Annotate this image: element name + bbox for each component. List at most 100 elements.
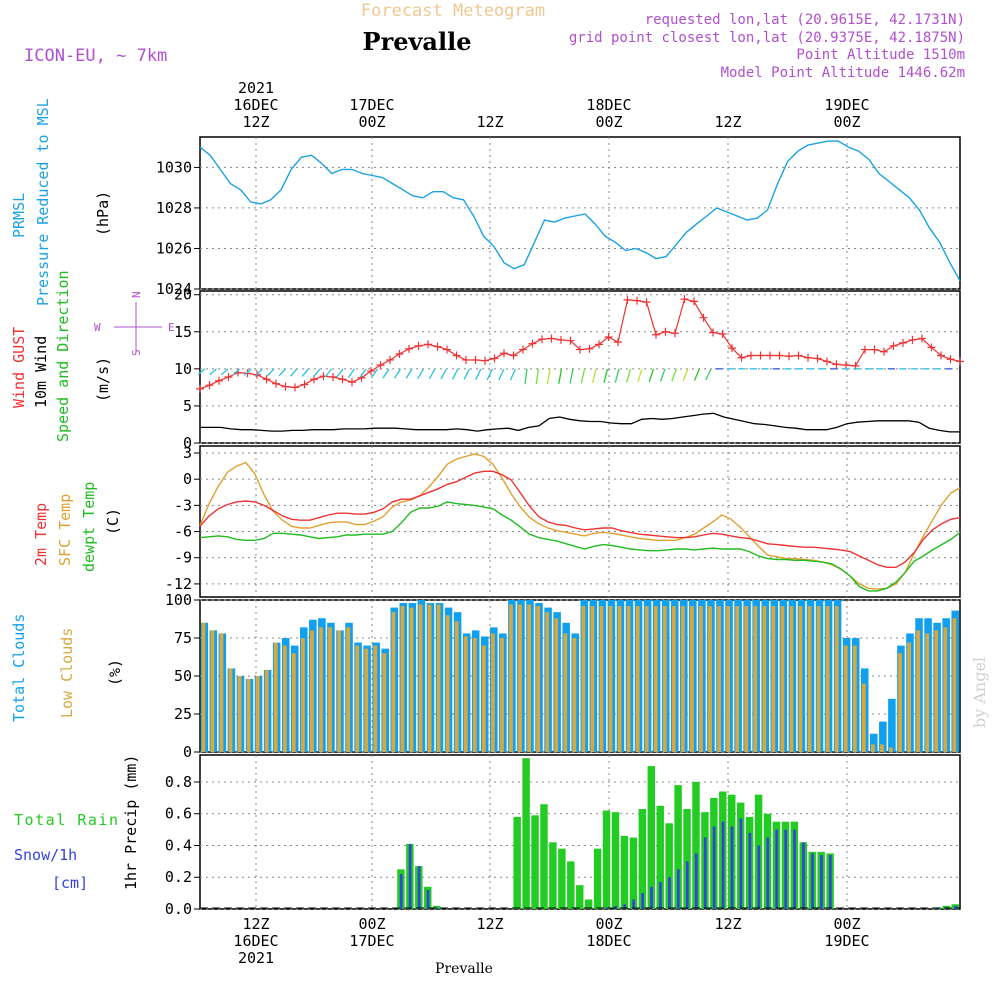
gust-point [595,340,603,349]
gust-point [956,357,964,366]
snow-bar [712,826,716,909]
low-clouds-bar [662,606,667,752]
snow-bar [757,845,761,909]
snow-bar [408,843,412,909]
low-clouds-bar [255,676,260,752]
y-tick-label: 0.0 [165,900,192,918]
snow-label: Snow/1h [14,846,77,864]
gust-point [718,330,727,339]
wind-unit: (m/s) [94,357,112,402]
snow-bar [730,826,734,909]
y-tick-label: 1028 [156,199,192,217]
low-clouds-bar [816,606,821,752]
wind-direction-arrow [347,368,356,378]
rain-bar [558,848,566,909]
wind-direction-arrow [592,368,597,384]
low-clouds-bar [644,606,649,752]
low-clouds-bar [391,612,396,752]
snow-bar [721,821,725,909]
gust-point [443,345,451,354]
gust-point [918,334,926,343]
sfc-temp-label: SFC Temp [56,494,74,566]
low-clouds-bar [934,630,939,752]
gust-point [737,353,746,362]
snow-bar [685,861,689,909]
y-tick-label: 1026 [156,239,192,257]
snow-bar [659,882,662,909]
panel-frame-0 [199,136,961,290]
snow-bar [775,829,779,909]
gust-point [680,295,689,304]
top-time-label: 12Z [476,113,503,131]
low-clouds-bar [617,606,622,752]
low-clouds-bar [780,606,785,752]
low-clouds-bar [771,606,776,752]
low-clouds-bar [364,648,369,752]
low-clouds-bar [952,618,957,752]
gust-point [348,378,356,387]
snow-bar [793,829,796,909]
gust-point [462,355,470,364]
gust-point [709,328,717,337]
forecast-title: Forecast Meteogram [361,1,545,21]
y-tick-label: 100 [165,591,192,609]
wind-direction-arrow [705,368,712,381]
location-title: Prevalle [363,27,472,56]
low-clouds-bar [509,604,513,752]
requested-coords: requested lon,lat (20.9615E, 42.1731N) [645,12,965,28]
snow-bar [435,907,439,909]
y-tick-label: 15 [174,323,192,341]
y-tick-label: 0 [183,470,192,488]
model-altitude: Model Point Altitude 1446.62m [721,65,965,81]
wind-direction-arrow [255,368,263,376]
wind-direction-arrow [451,368,459,380]
wind-direction-arrow [659,368,666,382]
wind-direction-arrow [546,368,551,384]
low-clouds-bar [355,645,360,752]
snow-cm-label: [cm] [52,874,88,892]
top-time-label: 2021 [238,79,274,97]
snow-bar [811,853,814,909]
wind-direction-arrow [370,368,379,379]
footer-location: Prevalle [435,961,493,977]
gust-point [699,313,708,322]
gust-point [661,327,670,336]
low-clouds-bar [400,606,405,752]
wind-direction-arrow [693,368,701,381]
gust-point [747,351,755,360]
gust-point [823,357,831,366]
snow-bar [623,904,627,909]
plot-layer: 102410261028103005101520-12-9-6-30302550… [156,79,964,967]
gust-point [481,356,489,365]
wind-direction-arrow [614,368,620,383]
low-clouds-bar [880,744,884,752]
low-clouds-bar [563,633,568,752]
wind-direction-arrow [243,368,252,376]
top-time-label: 00Z [595,113,622,131]
low-clouds-bar [445,615,450,752]
rain-bar [549,842,557,909]
wind-direction-arrow [463,368,471,380]
rain-bar [584,899,593,909]
low-clouds-bar [735,606,740,752]
top-time-label: 12Z [242,113,269,131]
wind-direction-arrow [648,368,655,382]
snow-bar [614,905,618,909]
point-altitude: Point Altitude 1510m [796,47,965,63]
wind-direction-arrow [569,368,574,384]
gust-point [367,367,375,376]
gust-point [785,352,793,361]
wind-direction-arrow [428,368,436,380]
rain-bar [513,816,521,909]
gust-point [832,360,841,369]
low-clouds-bar [671,606,676,752]
low-clouds-bar [346,627,351,752]
wind-direction-arrow [535,368,540,385]
gust-point [405,344,413,353]
gust-point [547,334,556,343]
snow-bar [650,886,653,909]
y-tick-label: 0.8 [165,773,192,791]
low-clouds-bar [871,744,875,752]
temp2m-series-line [199,470,961,568]
